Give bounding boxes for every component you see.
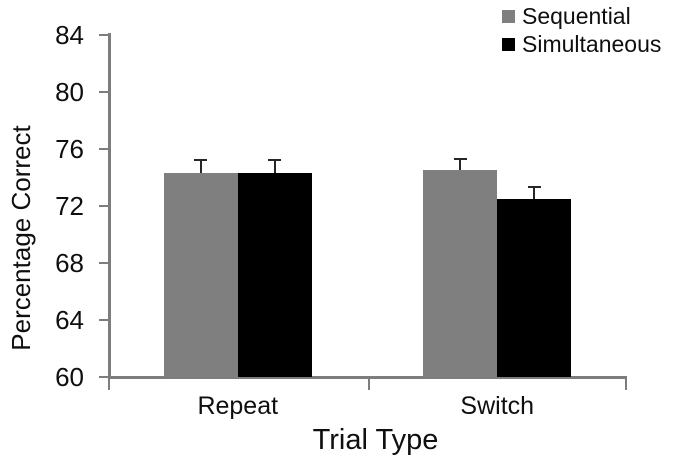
legend-item-simultaneous: Simultaneous [502, 30, 661, 58]
legend: Sequential Simultaneous [502, 2, 661, 58]
bar-simultaneous-repeat [237, 173, 312, 377]
y-axis-line [108, 33, 111, 379]
y-tick [99, 319, 108, 321]
y-tick-label: 76 [55, 134, 84, 164]
y-tick-label: 80 [55, 77, 84, 107]
y-tick [99, 205, 108, 207]
y-tick [99, 34, 108, 36]
x-axis-title: Trial Type [312, 424, 439, 456]
legend-swatch-sequential [502, 9, 515, 23]
y-tick [99, 148, 108, 150]
x-axis-line [108, 376, 627, 379]
bar-sequential-switch [423, 170, 498, 377]
error-bar-stem [273, 160, 276, 174]
y-tick-label: 60 [55, 362, 84, 392]
category-label-repeat: Repeat [197, 392, 279, 420]
y-tick-label: 84 [55, 20, 84, 50]
legend-swatch-simultaneous [502, 37, 515, 51]
y-tick-label: 72 [55, 191, 84, 221]
x-tick [108, 378, 110, 390]
y-tick-label: 64 [55, 305, 84, 335]
legend-item-sequential: Sequential [502, 2, 661, 30]
error-bar-stem [533, 187, 536, 199]
legend-label-sequential: Sequential [522, 2, 631, 29]
x-tick [625, 378, 627, 390]
error-bar-stem [199, 160, 202, 174]
y-tick [99, 262, 108, 264]
bar-sequential-repeat [163, 173, 238, 377]
y-tick-label: 68 [55, 248, 84, 278]
error-bar-cap [268, 159, 282, 162]
error-bar-cap [194, 159, 208, 162]
bar-simultaneous-switch [497, 198, 572, 377]
error-bar-cap [527, 186, 541, 189]
y-tick [99, 91, 108, 93]
x-tick [367, 378, 370, 390]
error-bar-cap [453, 157, 467, 160]
legend-label-simultaneous: Simultaneous [522, 30, 662, 57]
y-tick [99, 376, 108, 378]
error-bar-stem [459, 158, 462, 171]
category-label-switch: Switch [460, 392, 535, 420]
